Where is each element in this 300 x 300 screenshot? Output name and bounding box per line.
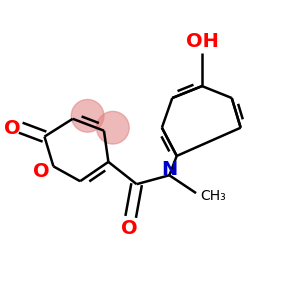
Text: O: O	[4, 119, 21, 138]
Text: OH: OH	[186, 32, 218, 51]
Text: O: O	[121, 219, 137, 238]
Circle shape	[97, 111, 129, 144]
Text: O: O	[33, 162, 50, 181]
Text: N: N	[161, 160, 177, 179]
Circle shape	[71, 100, 104, 132]
Text: CH₃: CH₃	[200, 189, 226, 203]
